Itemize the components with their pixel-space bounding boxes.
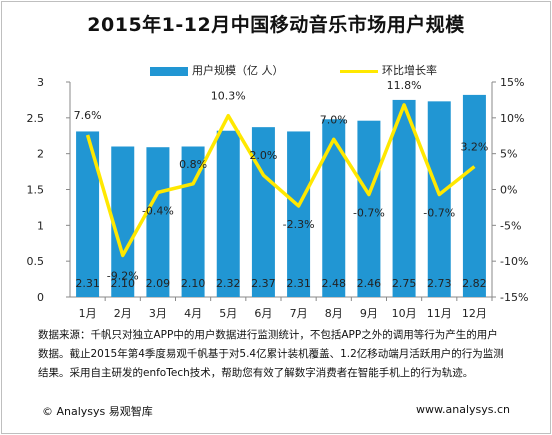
y-right-tick-label: 0% xyxy=(500,184,517,197)
footer-copyright: © Analysys 易观智库 xyxy=(42,405,153,418)
y-right-tick-label: -10% xyxy=(500,255,528,268)
bar-value-label: 2.10 xyxy=(181,277,206,290)
bar xyxy=(462,94,486,298)
y-right-tick-label: -5% xyxy=(500,219,521,232)
bar xyxy=(111,146,135,297)
bar-value-label: 2.46 xyxy=(357,277,382,290)
x-tick-label: 11月 xyxy=(427,307,452,320)
bar xyxy=(216,130,240,297)
bar-value-label: 2.09 xyxy=(146,277,171,290)
y-right-tick-label: 10% xyxy=(500,112,524,125)
x-tick-label: 7月 xyxy=(290,307,308,320)
source-note: 数据来源：千帆只对独立APP中的用户数据进行监测统计，不包括APP之外的调用等行… xyxy=(38,329,504,379)
bar xyxy=(322,119,346,298)
growth-value-label: -2.3% xyxy=(283,218,315,231)
y-left-tick-label: 1 xyxy=(37,219,44,232)
y-right-tick-label: 15% xyxy=(500,76,524,89)
legend-bar: 用户规模（亿 人） xyxy=(150,62,284,77)
y-right-tick-label: 5% xyxy=(500,148,517,161)
growth-value-label: -0.7% xyxy=(353,207,385,220)
x-tick-label: 6月 xyxy=(254,307,272,320)
x-tick-label: 4月 xyxy=(184,307,202,320)
legend-line: 环比增长率 xyxy=(340,62,437,77)
y-left-tick-label: 0 xyxy=(37,291,44,304)
legend-bar-label: 用户规模（亿 人） xyxy=(192,64,284,77)
bar-value-label: 2.82 xyxy=(462,277,487,290)
x-tick-label: 1月 xyxy=(79,307,97,320)
footer-url: www.analysys.cn xyxy=(416,403,510,416)
bar-value-label: 2.10 xyxy=(111,277,136,290)
bar xyxy=(287,131,311,297)
bar-value-label: 2.32 xyxy=(216,277,241,290)
x-tick-label: 8月 xyxy=(325,307,343,320)
legend-bar-swatch xyxy=(150,66,188,76)
growth-line xyxy=(85,103,476,258)
y-left-tick-label: 2 xyxy=(37,148,44,161)
bar-value-label: 2.37 xyxy=(251,277,276,290)
chart-title: 2015年1-12月中国移动音乐市场用户规模 xyxy=(87,14,465,36)
growth-value-label: 2.0% xyxy=(249,149,277,162)
bar-value-label: 2.73 xyxy=(427,277,452,290)
x-tick-label: 2月 xyxy=(114,307,132,320)
growth-value-label: 3.2% xyxy=(460,141,488,154)
growth-value-label: -9.2% xyxy=(107,269,139,282)
x-tick-label: 3月 xyxy=(149,307,167,320)
y-right-tick-label: -15% xyxy=(500,291,528,304)
y-left-tick-label: 2.5 xyxy=(27,112,45,125)
y-left-tick-label: 1.5 xyxy=(27,184,45,197)
legend-line-label: 环比增长率 xyxy=(382,64,437,77)
growth-value-label: 7.6% xyxy=(74,109,102,122)
bar-value-label: 2.31 xyxy=(286,277,311,290)
x-tick-label: 5月 xyxy=(219,307,237,320)
bar xyxy=(357,120,381,297)
x-tick-label: 12月 xyxy=(462,307,487,320)
x-tick-label: 10月 xyxy=(392,307,417,320)
growth-value-label: -0.7% xyxy=(423,207,455,220)
legend-line-swatch xyxy=(340,69,378,73)
bar xyxy=(392,99,416,298)
bar xyxy=(76,131,100,297)
growth-value-label: 11.8% xyxy=(387,79,422,92)
bar-value-label: 2.31 xyxy=(75,277,100,290)
chart-svg: 0 0.5 1 1.5 2 2.5 3 -15% -10% -5% 0% 5% 10% 15% 1月 2月 3月… xyxy=(27,76,529,320)
x-tick-label: 9月 xyxy=(360,307,378,320)
y-left-tick-label: 3 xyxy=(37,76,44,89)
growth-value-label: -0.4% xyxy=(142,204,174,217)
y-left-tick-label: 0.5 xyxy=(27,255,45,268)
growth-value-label: 0.8% xyxy=(179,158,207,171)
bar xyxy=(251,127,275,298)
bar-value-label: 2.48 xyxy=(322,277,347,290)
bar xyxy=(427,101,451,297)
growth-value-label: 7.0% xyxy=(320,113,348,126)
growth-value-label: 10.3% xyxy=(211,90,246,103)
bar xyxy=(146,147,170,297)
bar-value-label: 2.75 xyxy=(392,277,417,290)
